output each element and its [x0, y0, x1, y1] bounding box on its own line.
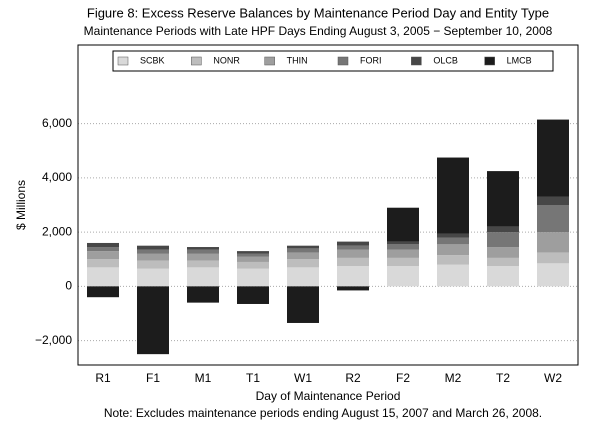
legend-label: NONR — [213, 55, 240, 65]
bar-segment — [287, 286, 319, 323]
note: Note: Excludes maintenance periods endin… — [104, 406, 542, 420]
x-tick-label: M1 — [195, 371, 212, 385]
bar-segment — [537, 252, 569, 264]
legend-label: THIN — [287, 55, 308, 65]
bar-segment — [187, 267, 219, 287]
bar-segment — [437, 233, 469, 238]
chart-title: Figure 8: Excess Reserve Balances by Mai… — [87, 5, 549, 20]
legend-label: SCBK — [140, 55, 165, 65]
chart-subtitle: Maintenance Periods with Late HPF Days E… — [84, 24, 553, 38]
bar-segment — [387, 207, 419, 242]
bar-segment — [287, 252, 319, 260]
x-tick-label: F1 — [146, 371, 160, 385]
bar-segment — [387, 249, 419, 258]
x-tick-label: R2 — [345, 371, 361, 385]
x-axis-label: Day of Maintenance Period — [256, 389, 401, 403]
bar-segment — [87, 242, 119, 248]
legend-label: FORI — [360, 55, 382, 65]
bar-segment — [237, 253, 269, 257]
bar-segment — [337, 266, 369, 287]
bar-segment — [537, 119, 569, 197]
bar-segment — [437, 157, 469, 234]
legend-swatch — [337, 56, 349, 66]
bar-segment — [237, 268, 269, 287]
bar-segment — [137, 249, 169, 254]
y-axis-label: $ Millions — [14, 180, 28, 230]
legend-label: LMCB — [507, 55, 532, 65]
legend-label: OLCB — [433, 55, 458, 65]
bar-segment — [287, 245, 319, 249]
bar-segment — [137, 245, 169, 250]
bar-segment — [537, 196, 569, 205]
bar-segment — [437, 237, 469, 245]
bar-segment — [437, 264, 469, 287]
bar-segment — [537, 205, 569, 233]
bar-segment — [387, 244, 419, 250]
bar-segment — [87, 247, 119, 252]
plot-frame — [77, 44, 579, 366]
bar-segment — [537, 263, 569, 287]
bar-segment — [187, 260, 219, 268]
legend-swatch — [484, 56, 495, 66]
x-tick-label: F2 — [396, 371, 410, 385]
bar-segment — [487, 266, 519, 287]
y-tick-label: 4,000 — [42, 170, 72, 184]
x-tick-label: T1 — [246, 371, 260, 385]
bar-segment — [237, 251, 269, 254]
bar-segment — [487, 171, 519, 227]
bar-segment — [337, 245, 369, 250]
bar-segment — [437, 255, 469, 265]
bar-segment — [387, 266, 419, 287]
bar-segment — [187, 253, 219, 261]
y-tick-label: 2,000 — [42, 224, 72, 238]
bar-segment — [137, 268, 169, 287]
bar-segment — [487, 226, 519, 233]
bar-segment — [437, 244, 469, 256]
bar-segment — [187, 247, 219, 250]
bar-segment — [337, 286, 369, 291]
x-tick-label: R1 — [95, 371, 111, 385]
x-tick-label: W1 — [294, 371, 312, 385]
bar-segment — [337, 241, 369, 246]
x-tick-label: T2 — [496, 371, 510, 385]
bar-segment — [287, 259, 319, 268]
x-tick-label: M2 — [445, 371, 462, 385]
y-tick-label: 0 — [65, 279, 72, 293]
y-tick-label: 6,000 — [42, 116, 72, 130]
bar-segment — [537, 232, 569, 253]
bar-segment — [287, 267, 319, 287]
bar-segment — [337, 257, 369, 267]
bar-segment — [487, 247, 519, 258]
bar-segment — [87, 251, 119, 260]
legend-swatch — [264, 56, 275, 66]
x-tick-label: W2 — [544, 371, 562, 385]
bar-segment — [237, 261, 269, 269]
bar-segment — [337, 249, 369, 258]
bar-segment — [237, 256, 269, 262]
bar-segment — [187, 249, 219, 254]
bar-segment — [487, 232, 519, 248]
bar-segment — [487, 257, 519, 267]
bar-segment — [387, 257, 419, 267]
bar-segment — [137, 260, 169, 269]
legend-swatch — [117, 56, 129, 66]
bar-segment — [187, 286, 219, 303]
bar-segment — [287, 248, 319, 253]
bar-segment — [387, 241, 419, 245]
legend-box — [112, 50, 554, 72]
y-tick-label: −2,000 — [35, 333, 72, 347]
bar-segment — [137, 253, 169, 261]
legend-swatch — [191, 56, 202, 66]
legend-swatch — [411, 56, 422, 66]
bar-segment — [87, 286, 119, 298]
bar-segment — [87, 267, 119, 287]
bar-segment — [137, 286, 169, 355]
bar-segment — [87, 259, 119, 268]
bar-segment — [237, 286, 269, 304]
